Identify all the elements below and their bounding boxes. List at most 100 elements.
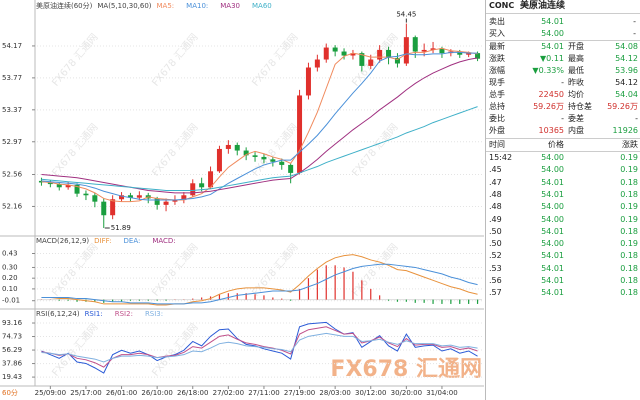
legend-entry: RSI1: [85,310,103,318]
stat-label: 最低 [568,66,584,75]
candle-body [92,195,98,202]
candle-body [181,195,187,201]
histogram-bar [379,295,381,300]
stat-label: 最新 [489,42,505,51]
candle-body [252,155,258,157]
histogram-bar [414,299,416,303]
histogram-bar [468,299,470,304]
trades-header: 价格 [548,140,564,149]
candle-body [270,159,276,162]
trade-price: 54.00 [541,239,564,249]
stat-value: 22450 [538,90,564,99]
separator [486,40,640,41]
candle-body [305,67,311,96]
x-tick-label: 27/11:00 [248,389,279,397]
y-tick-label: 56.29 [2,346,22,354]
histogram-bar [58,299,60,301]
x-tick-label: 25/09:00 [35,389,66,397]
x-tick-label: 30/20:00 [391,389,422,397]
x-tick-label: 30/12:00 [355,389,386,397]
stat-value: 54.04 [615,90,638,99]
candle-body [136,195,142,198]
stat-value: 59.26万 [607,102,638,111]
histogram-bar [370,288,372,300]
candle-body [475,53,481,59]
y-tick-label: 53.37 [2,106,22,114]
trade-change: 0.18 [620,276,638,285]
book-volume: - [633,17,636,26]
histogram-bar [263,295,265,300]
separator [486,151,640,152]
histogram-bar [396,299,399,302]
trade-price: 54.01 [541,263,564,273]
histogram-bar [423,299,425,303]
candle-body [234,144,240,151]
trade-price: 54.01 [541,288,564,298]
candle-body [65,184,71,188]
stat-value: 11926 [612,126,638,135]
histogram-bar [245,293,247,300]
panel-title: RSI(6,12,24) [36,310,80,318]
candle-body [439,48,445,54]
trade-change: 0.18 [620,288,638,298]
line-series [41,254,478,306]
y-tick-label: 74.73 [2,333,22,341]
histogram-bar [361,280,363,300]
candle-body [314,59,320,68]
histogram-bar [334,265,336,300]
y-tick-label: 19.43 [2,373,22,381]
trade-time: .50 [489,226,502,236]
y-tick-label: 52.16 [2,202,23,210]
trade-change: 0.18 [620,251,638,261]
period-label: 60分 [2,388,18,397]
candle-body [394,57,400,64]
trade-price: 54.00 [541,202,564,212]
trade-time: .57 [489,288,502,298]
histogram-bar [76,299,78,302]
stat-value: 54.08 [615,42,638,51]
book-label: 买入 [489,29,505,38]
y-tick-label: 54.17 [2,42,22,50]
trade-price: 54.00 [541,165,564,175]
histogram-bar [459,299,461,304]
trades-header: 时间 [489,140,505,149]
histogram-bar [290,299,292,301]
stat-label: 开盘 [568,42,584,51]
trade-change: 0.18 [620,226,638,236]
y-tick-label: 0.10 [2,285,18,293]
histogram-bar [441,299,443,304]
y-tick-label: 0.20 [2,274,18,282]
candle-body [430,48,436,50]
trade-change: 0.19 [620,153,638,162]
trade-change: 0.18 [620,189,638,199]
candle-body [288,164,294,173]
stat-value: 59.26万 [533,102,564,111]
trade-time: .48 [489,189,502,199]
trade-change: 0.19 [620,214,638,224]
histogram-bar [432,299,434,304]
histogram-bar [112,299,114,302]
histogram-bar [405,299,407,302]
candle-body [332,47,338,52]
histogram-bar [254,294,256,300]
histogram-bar [129,299,132,301]
y-tick-label: 52.97 [2,138,22,146]
legend-entry: MA60 [252,2,272,10]
legend-entry: DIFF: [94,237,111,245]
candle-body [412,37,418,52]
candle-body [297,95,303,173]
stat-label: 外盘 [489,126,505,135]
trade-time: .45 [489,165,502,175]
quote-code: CONC [489,1,515,10]
stat-value: ▼0.11 [540,54,564,63]
trade-change: 0.19 [620,202,638,212]
stat-label: 最高 [568,54,584,63]
x-tick-label: 25/17:00 [70,389,101,397]
histogram-bar [218,294,221,300]
histogram-bar [147,299,149,301]
x-tick-label: 31/04:00 [426,389,457,397]
candle-body [163,201,169,205]
histogram-bar [165,299,167,301]
histogram-bar [316,269,318,300]
line-series [41,263,478,305]
